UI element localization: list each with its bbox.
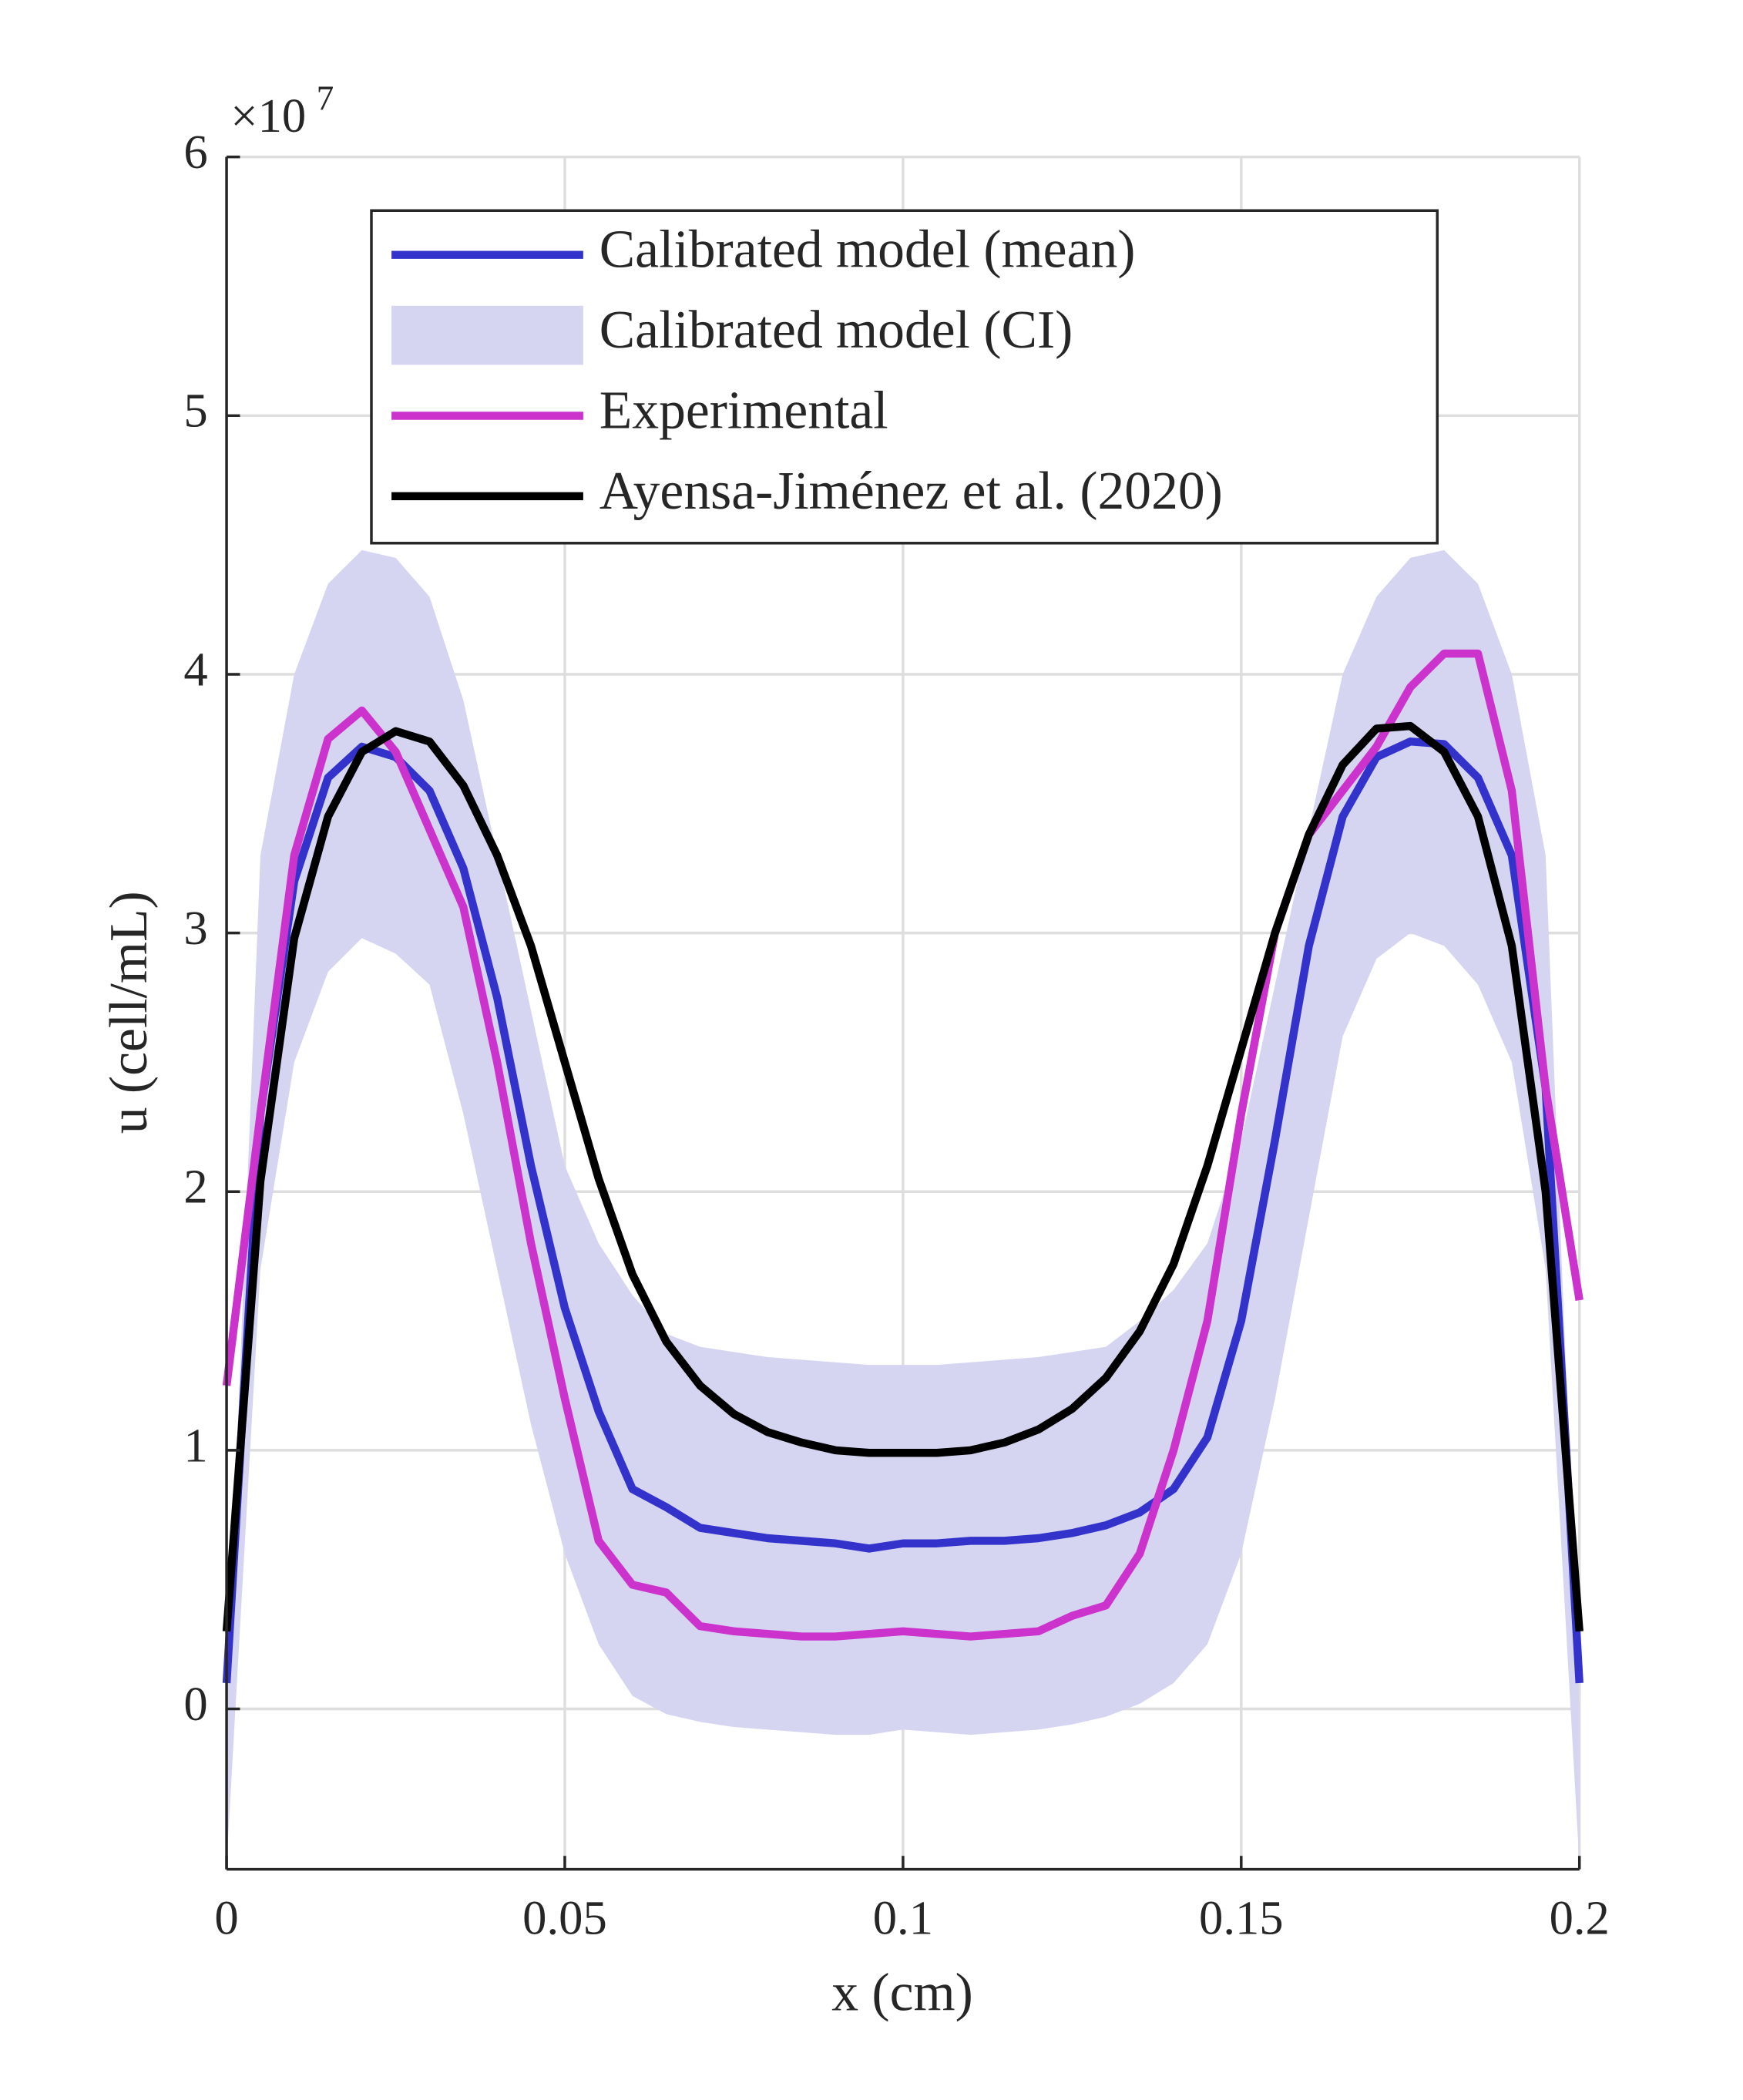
y-multiplier-exp: 7 bbox=[317, 79, 334, 118]
legend-label: Experimental bbox=[599, 381, 888, 440]
line bbox=[222, 721, 1583, 1632]
y-tick-label: 0 bbox=[183, 1677, 207, 1731]
y-tick-label: 1 bbox=[183, 1418, 207, 1472]
line bbox=[222, 649, 1583, 1641]
y-tick-label: 4 bbox=[183, 642, 207, 696]
y-multiplier: ×10 bbox=[230, 89, 306, 143]
legend bbox=[370, 209, 1439, 545]
x-tick-label: 0.05 bbox=[522, 1891, 607, 1945]
y-tick-label: 5 bbox=[183, 384, 207, 438]
y-tick-label: 3 bbox=[183, 901, 207, 955]
legend-label: Calibrated model (CI) bbox=[599, 301, 1073, 360]
y-tick-label: 2 bbox=[183, 1160, 207, 1214]
line bbox=[222, 738, 1583, 1684]
legend-label: Ayensa-Jiménez et al. (2020) bbox=[599, 462, 1223, 521]
x-tick-label: 0 bbox=[214, 1891, 238, 1945]
x-tick-label: 0.15 bbox=[1199, 1891, 1284, 1945]
y-axis-label: u (cell/mL) bbox=[99, 891, 159, 1134]
x-axis-label: x (cm) bbox=[831, 1964, 973, 2023]
ci-band bbox=[227, 549, 1580, 1864]
y-tick-label: 6 bbox=[183, 125, 207, 179]
legend-swatch bbox=[391, 305, 583, 365]
x-tick-label: 0.2 bbox=[1550, 1891, 1610, 1945]
x-tick-label: 0.1 bbox=[873, 1891, 933, 1945]
legend-label: Calibrated model (mean) bbox=[599, 220, 1136, 280]
